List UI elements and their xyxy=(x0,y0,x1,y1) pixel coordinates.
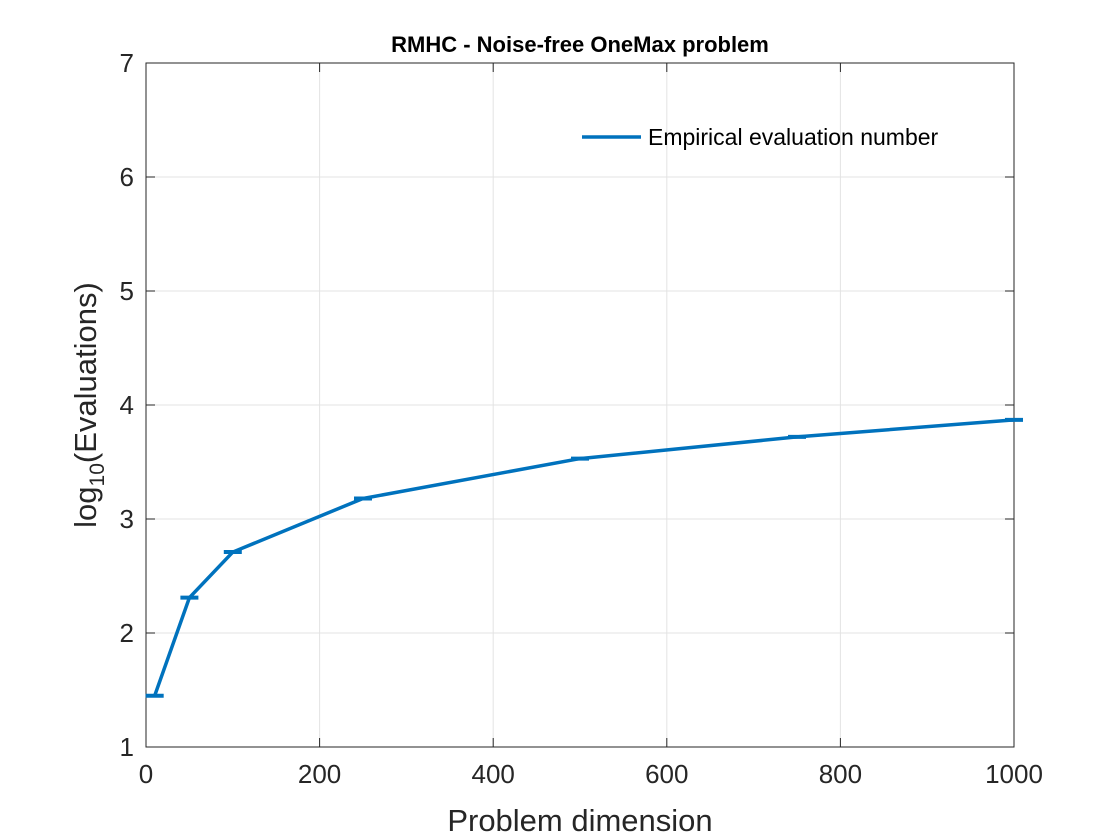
x-tick-label: 600 xyxy=(645,759,688,789)
y-tick-label: 6 xyxy=(120,162,134,192)
series-line xyxy=(153,418,1015,697)
y-tick-label: 1 xyxy=(120,732,134,762)
x-tick-label: 200 xyxy=(298,759,341,789)
x-tick-label: 400 xyxy=(472,759,515,789)
chart-title: RMHC - Noise-free OneMax problem xyxy=(391,32,769,57)
y-tick-label: 7 xyxy=(120,48,134,78)
x-tick-label: 800 xyxy=(819,759,862,789)
axis-ticks: 0 200 400 600 800 1000 1 2 3 4 5 6 7 xyxy=(120,48,1043,789)
legend: Empirical evaluation number xyxy=(582,124,939,150)
legend-label: Empirical evaluation number xyxy=(648,124,939,150)
y-tick-label: 4 xyxy=(120,390,134,420)
y-tick-label: 2 xyxy=(120,618,134,648)
grid-lines xyxy=(146,63,1014,747)
y-axis-label-subscript: 10 xyxy=(86,463,109,486)
y-axis-label-rest: (Evaluations) xyxy=(68,282,103,463)
y-tick-label: 3 xyxy=(120,504,134,534)
y-axis-label-base: log xyxy=(68,486,103,527)
y-tick-label: 5 xyxy=(120,276,134,306)
y-axis-label: log10(Evaluations) xyxy=(68,282,109,528)
x-axis-label: Problem dimension xyxy=(447,803,712,838)
x-tick-label: 0 xyxy=(139,759,153,789)
x-tick-label: 1000 xyxy=(985,759,1043,789)
series-lines xyxy=(145,417,1023,698)
